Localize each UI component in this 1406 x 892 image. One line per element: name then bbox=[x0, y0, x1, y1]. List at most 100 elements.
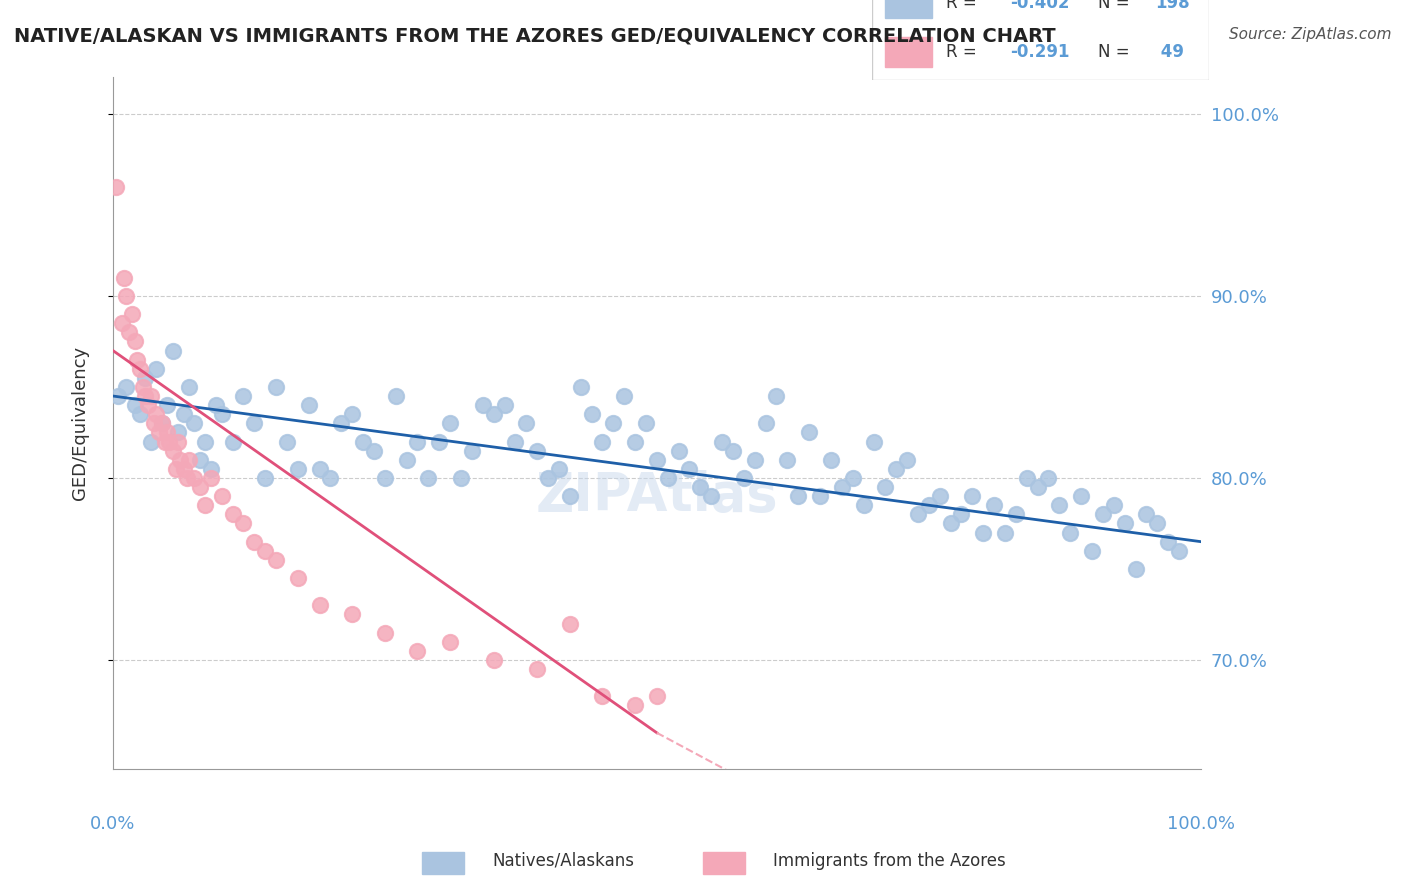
Point bbox=[363, 443, 385, 458]
Point bbox=[569, 380, 592, 394]
Point bbox=[183, 417, 205, 431]
Point bbox=[494, 398, 516, 412]
Point bbox=[797, 425, 820, 440]
Point bbox=[591, 690, 613, 704]
Point bbox=[537, 471, 560, 485]
Point bbox=[287, 571, 309, 585]
Point bbox=[148, 425, 170, 440]
Point bbox=[132, 380, 155, 394]
Point bbox=[298, 398, 321, 412]
Point bbox=[129, 361, 152, 376]
Point bbox=[254, 471, 277, 485]
Point bbox=[156, 398, 179, 412]
Point bbox=[1026, 480, 1049, 494]
Point bbox=[107, 389, 129, 403]
Point bbox=[721, 443, 744, 458]
Point bbox=[558, 489, 581, 503]
Point bbox=[115, 289, 138, 303]
Point bbox=[613, 389, 636, 403]
Point bbox=[962, 489, 984, 503]
Point bbox=[124, 334, 146, 349]
Point bbox=[156, 425, 179, 440]
Y-axis label: GED/Equivalency: GED/Equivalency bbox=[72, 346, 89, 500]
Point bbox=[863, 434, 886, 449]
Point bbox=[678, 462, 700, 476]
Point bbox=[139, 434, 162, 449]
Point bbox=[918, 498, 941, 512]
Point bbox=[374, 625, 396, 640]
Point bbox=[700, 489, 723, 503]
Point bbox=[515, 417, 537, 431]
Point bbox=[1102, 498, 1125, 512]
Point bbox=[308, 462, 330, 476]
Point bbox=[153, 434, 176, 449]
Point bbox=[689, 480, 711, 494]
Point bbox=[254, 543, 277, 558]
Point bbox=[264, 553, 287, 567]
Point bbox=[950, 508, 973, 522]
Point bbox=[177, 380, 200, 394]
Point bbox=[243, 417, 266, 431]
Text: 49: 49 bbox=[1156, 44, 1184, 62]
Point bbox=[1157, 534, 1180, 549]
Point bbox=[558, 616, 581, 631]
Point bbox=[162, 443, 184, 458]
Point bbox=[1038, 471, 1060, 485]
Point bbox=[264, 380, 287, 394]
Point bbox=[374, 471, 396, 485]
Point bbox=[406, 644, 429, 658]
Point bbox=[505, 434, 527, 449]
Point bbox=[330, 417, 353, 431]
Point bbox=[645, 690, 668, 704]
Text: ZIPAtlas: ZIPAtlas bbox=[536, 470, 778, 522]
Point bbox=[276, 434, 298, 449]
Point bbox=[907, 508, 929, 522]
Point bbox=[733, 471, 755, 485]
Text: Immigrants from the Azores: Immigrants from the Azores bbox=[773, 852, 1007, 870]
Point bbox=[200, 462, 222, 476]
Point bbox=[129, 407, 152, 421]
Point bbox=[1114, 516, 1136, 531]
FancyBboxPatch shape bbox=[872, 0, 1209, 80]
Point bbox=[884, 462, 907, 476]
Point bbox=[221, 434, 243, 449]
Point bbox=[657, 471, 679, 485]
Point bbox=[145, 361, 167, 376]
Point bbox=[624, 698, 647, 713]
Point bbox=[176, 471, 198, 485]
Point bbox=[439, 417, 461, 431]
Point bbox=[1168, 543, 1191, 558]
FancyBboxPatch shape bbox=[886, 37, 932, 68]
Point bbox=[319, 471, 342, 485]
Point bbox=[972, 525, 994, 540]
Point bbox=[232, 389, 254, 403]
Point bbox=[461, 443, 484, 458]
Point bbox=[139, 389, 162, 403]
Point bbox=[112, 270, 135, 285]
Point bbox=[482, 653, 505, 667]
Point bbox=[939, 516, 962, 531]
Point bbox=[221, 508, 243, 522]
Point bbox=[668, 443, 690, 458]
Point bbox=[165, 462, 187, 476]
Point bbox=[427, 434, 450, 449]
Text: N =: N = bbox=[1098, 0, 1135, 12]
Point bbox=[211, 489, 233, 503]
Point bbox=[167, 425, 190, 440]
Point bbox=[167, 434, 190, 449]
Point bbox=[124, 398, 146, 412]
Point bbox=[928, 489, 950, 503]
Point bbox=[645, 452, 668, 467]
Point bbox=[200, 471, 222, 485]
Point bbox=[118, 326, 141, 340]
Point bbox=[439, 634, 461, 648]
Point bbox=[173, 407, 195, 421]
Point bbox=[183, 471, 205, 485]
Point bbox=[634, 417, 657, 431]
Point bbox=[1005, 508, 1028, 522]
Point bbox=[581, 407, 603, 421]
Point bbox=[188, 452, 211, 467]
Text: -0.291: -0.291 bbox=[1010, 44, 1070, 62]
Point bbox=[205, 398, 228, 412]
Point bbox=[173, 462, 195, 476]
